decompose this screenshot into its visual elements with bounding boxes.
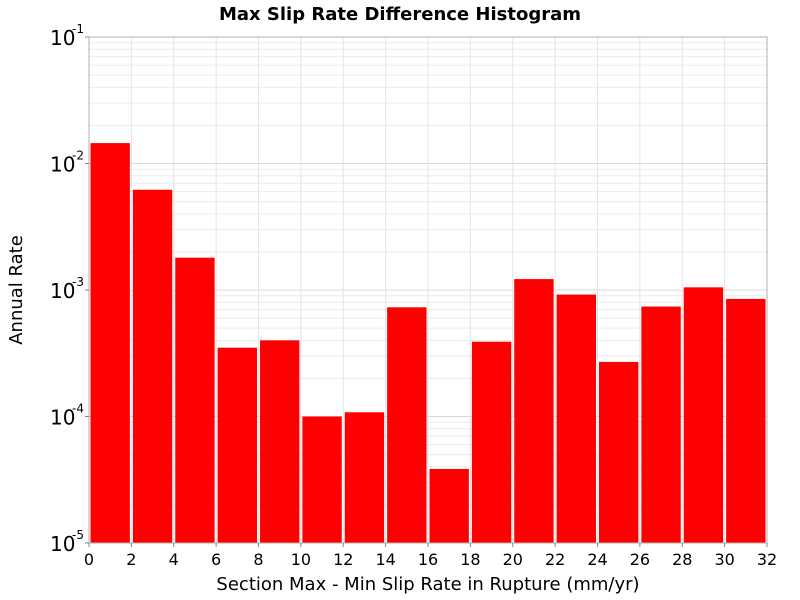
- x-tick-label: 30: [714, 550, 734, 569]
- histogram-bar: [471, 341, 512, 543]
- x-tick-label: 14: [375, 550, 395, 569]
- y-tick-label: 10: [50, 153, 75, 177]
- histogram-bar: [514, 279, 554, 543]
- histogram-bar: [132, 189, 173, 543]
- x-tick-label: 20: [503, 550, 523, 569]
- y-tick-exponent: -4: [72, 402, 84, 416]
- y-axis-label: Annual Rate: [6, 235, 27, 345]
- x-tick-label: 22: [545, 550, 565, 569]
- histogram-bar: [175, 257, 215, 543]
- y-tick-label: 10: [50, 279, 75, 303]
- x-tick-label: 28: [672, 550, 692, 569]
- x-tick-label: 16: [418, 550, 438, 569]
- x-axis-label: Section Max - Min Slip Rate in Rupture (…: [216, 574, 639, 595]
- histogram-bar: [260, 340, 300, 543]
- x-tick-label: 24: [587, 550, 607, 569]
- histogram-bar: [556, 294, 596, 543]
- histogram-bar: [641, 306, 681, 543]
- x-tick-label: 8: [253, 550, 263, 569]
- y-tick-exponent: -5: [72, 528, 84, 542]
- histogram-bar: [726, 298, 766, 543]
- x-tick-label: 12: [333, 550, 353, 569]
- y-tick-label: 10: [50, 26, 75, 50]
- histogram-bar: [387, 307, 427, 543]
- x-tick-label: 26: [630, 550, 650, 569]
- histogram-bar: [344, 412, 385, 543]
- histogram-bar: [90, 143, 130, 543]
- histogram-bar: [599, 361, 639, 543]
- x-tick-label: 10: [291, 550, 311, 569]
- x-tick-label: 6: [211, 550, 221, 569]
- histogram-bar: [429, 468, 469, 543]
- x-tick-label: 4: [169, 550, 179, 569]
- y-tick-exponent: -1: [72, 22, 84, 36]
- histogram-bar: [683, 287, 724, 543]
- x-tick-label: 18: [460, 550, 480, 569]
- x-tick-label: 2: [126, 550, 136, 569]
- histogram-bar: [302, 416, 342, 543]
- bars: [90, 143, 766, 543]
- y-tick-exponent: -3: [72, 275, 84, 289]
- x-axis-ticks: 0 2 4 6 8 10 12 14 16 18 20 22 24 26 28 30 32: [84, 543, 777, 569]
- chart-title: Max Slip Rate Difference Histogram: [219, 4, 581, 25]
- histogram-bar: [217, 347, 257, 543]
- y-tick-label: 10: [50, 532, 75, 556]
- x-tick-label: 0: [84, 550, 94, 569]
- x-tick-label: 32: [757, 550, 777, 569]
- y-tick-exponent: -2: [72, 149, 84, 163]
- y-tick-label: 10: [50, 406, 75, 430]
- y-axis-ticks: 10-510-410-310-210-1: [50, 22, 89, 556]
